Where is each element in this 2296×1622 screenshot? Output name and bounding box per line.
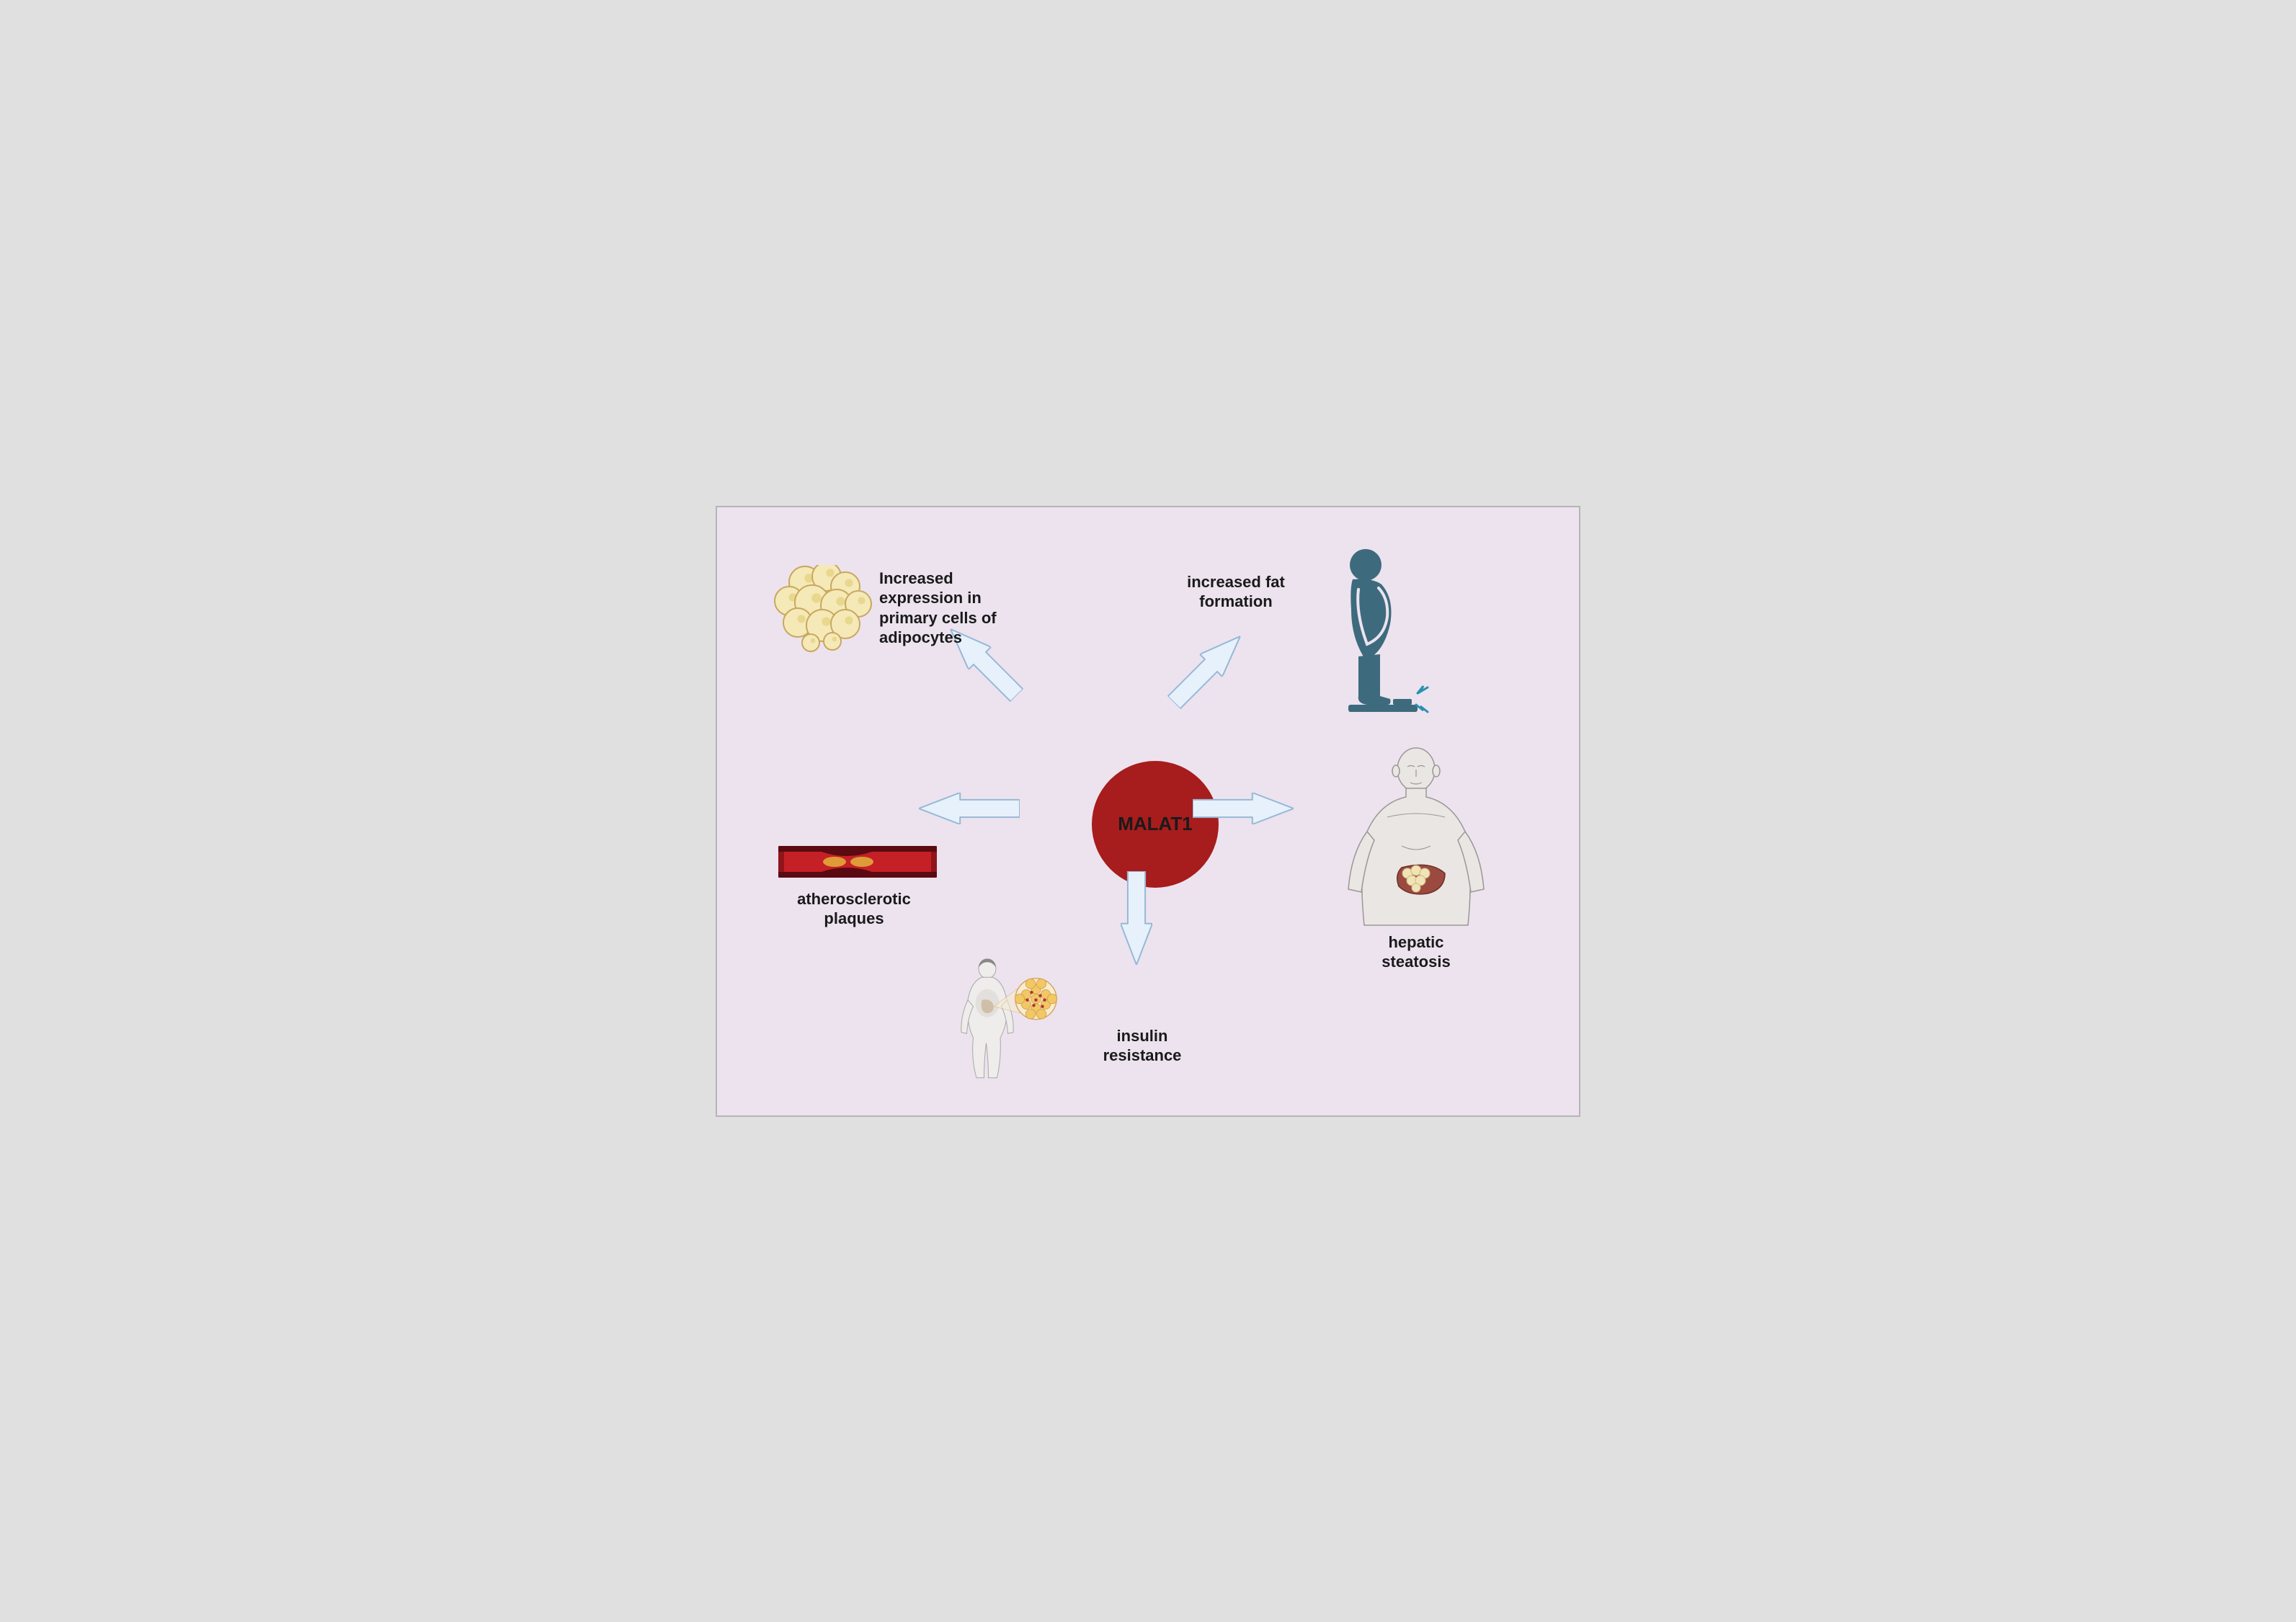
label-adipocytes: Increased expression in primary cells of… — [879, 569, 1067, 648]
center-node-label: MALAT1 — [1118, 813, 1193, 835]
body-insulin-icon — [955, 936, 1063, 1102]
label-athero: atherosclerotic plaques — [767, 889, 940, 929]
artery-icon — [778, 846, 937, 878]
label-fat: increased fat formation — [1157, 572, 1315, 612]
torso-hepatic-icon — [1337, 745, 1495, 932]
diagram-canvas: MALAT1 Increased expression in primary c… — [716, 506, 1580, 1117]
arrow-down — [1121, 871, 1152, 965]
center-node-malat1: MALAT1 — [1092, 761, 1219, 888]
arrow-top-right — [1162, 625, 1251, 713]
label-insulin: insulin resistance — [1070, 1026, 1214, 1066]
obese-person-icon — [1315, 545, 1430, 721]
adipocytes-icon — [767, 565, 876, 659]
arrow-right — [1193, 793, 1294, 824]
arrow-left — [919, 793, 1020, 824]
label-hepatic: hepatic steatosis — [1344, 932, 1488, 972]
